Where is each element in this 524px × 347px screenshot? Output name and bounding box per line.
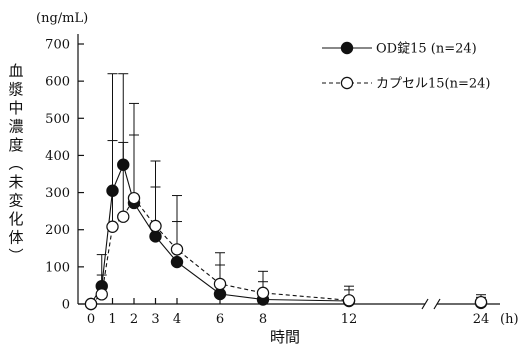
x-tick-label: 1 — [108, 312, 116, 327]
marker-open-point — [256, 286, 270, 300]
error-bars — [96, 73, 486, 303]
y-axis-label-char: 未 — [8, 173, 23, 191]
y-axis-label-char: 漿 — [8, 81, 23, 99]
y-tick-label: 500 — [45, 112, 70, 127]
y-axis-label-char: 中 — [8, 99, 23, 117]
y-tick-label: 600 — [45, 75, 70, 90]
marker-filled-point — [117, 158, 130, 171]
marker-open-point — [106, 220, 119, 233]
data-markers — [84, 158, 488, 311]
x-tick-label: 6 — [216, 312, 224, 327]
y-axis-label-char: 変 — [8, 192, 23, 210]
y-tick-label: 300 — [45, 186, 70, 201]
axis-break-mark — [421, 298, 429, 310]
y-tick-label: 0 — [62, 298, 70, 313]
y-axis-label-char: 化 — [8, 210, 23, 228]
marker-filled-point — [106, 184, 119, 197]
y-axis-label-char: 度 — [8, 136, 23, 154]
x-tick-label: 12 — [341, 312, 358, 327]
legend-marker-1 — [340, 41, 354, 55]
marker-open-point — [117, 210, 130, 223]
y-axis-label-char: ︵ — [8, 155, 23, 173]
y-axis-label-char: 体 — [8, 229, 23, 247]
marker-open-point — [149, 219, 162, 233]
y-axis-label-char: 血 — [8, 62, 23, 80]
legend-label-1: OD錠15 (n=24) — [376, 42, 477, 57]
legend-label-2: カプセル15(n=24) — [376, 77, 491, 92]
x-tick-label: 2 — [130, 312, 138, 327]
series-lines — [90, 163, 350, 305]
x-axis-label: 時間 — [270, 328, 300, 346]
marker-open-point — [127, 191, 141, 205]
x-tick-label: 8 — [259, 312, 267, 327]
legend: OD錠15 (n=24) カプセル15(n=24) — [322, 42, 491, 92]
x-tick-label: 3 — [151, 312, 159, 327]
y-tick-label: 100 — [45, 260, 70, 275]
marker-open-point — [95, 288, 108, 301]
series-line-1 — [90, 163, 350, 305]
x-tick-label: 4 — [173, 312, 181, 327]
axis-break-mark — [433, 298, 441, 310]
marker-open-point — [213, 277, 227, 291]
marker-open-point — [170, 243, 184, 256]
y-axis-unit: (ng/mL) — [36, 11, 88, 26]
y-tick-label: 400 — [45, 149, 70, 164]
y-tick-label: 200 — [45, 223, 70, 238]
x-axis-unit: (h) — [500, 312, 519, 327]
series-line-2 — [90, 197, 350, 305]
x-tick-label: 24 — [473, 312, 490, 327]
marker-filled-point — [170, 255, 184, 269]
marker-filled-point — [149, 230, 162, 243]
y-tick-label: 700 — [45, 38, 70, 53]
y-axis-label-char: ︶ — [8, 247, 23, 265]
marker-open-point — [84, 297, 98, 311]
marker-open-point — [342, 294, 356, 307]
legend-marker-2 — [340, 76, 354, 90]
marker-open-point — [474, 295, 488, 309]
y-axis-label-char: 濃 — [8, 118, 23, 136]
x-tick-label: 0 — [87, 312, 95, 327]
